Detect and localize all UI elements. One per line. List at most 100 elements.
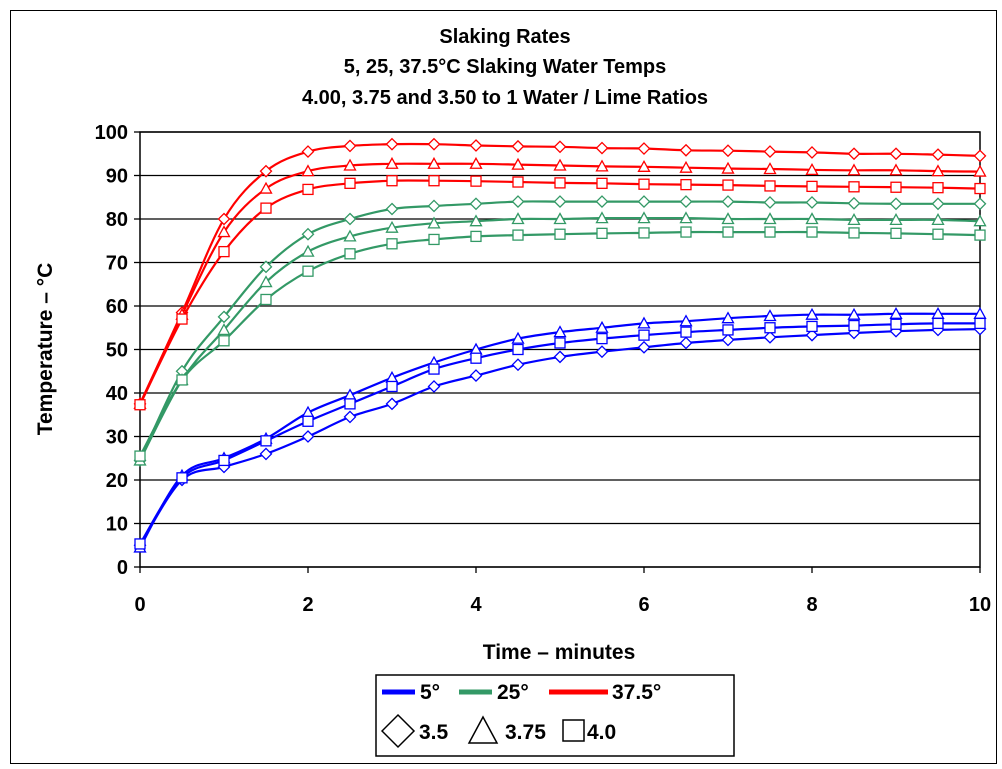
data-point-square — [932, 317, 944, 330]
data-point-diamond — [511, 358, 525, 372]
data-point-square — [260, 202, 272, 214]
data-point-square — [554, 337, 566, 349]
legend-diamond-icon — [380, 713, 416, 749]
y-tick-label: 60 — [106, 296, 128, 318]
data-point-triangle — [217, 225, 231, 238]
data-point-diamond — [679, 195, 693, 209]
series-25c-ratio-3-75 — [133, 211, 987, 466]
data-point-square — [512, 176, 524, 188]
data-point-square — [260, 293, 272, 306]
data-point-square — [890, 227, 902, 240]
y-tick-label: 90 — [106, 166, 128, 188]
series-line — [138, 142, 981, 405]
data-point-square — [344, 398, 356, 410]
data-point-triangle — [889, 163, 903, 176]
x-tick-label: 0 — [134, 594, 145, 616]
legend-label-4-0: 4.0 — [587, 721, 616, 744]
data-point-triangle — [805, 162, 819, 175]
data-point-square — [932, 228, 944, 240]
data-point-diamond — [217, 310, 231, 324]
data-point-square — [512, 229, 524, 241]
data-point-triangle — [679, 314, 693, 327]
data-point-square — [386, 380, 398, 393]
series-25c-ratio-3-5 — [133, 195, 987, 467]
data-point-diamond — [721, 333, 735, 347]
data-point-square — [974, 317, 986, 330]
y-tick-label: 40 — [106, 383, 128, 405]
series-layer — [133, 137, 987, 553]
data-point-diamond — [931, 197, 945, 211]
data-point-square — [512, 343, 524, 356]
data-point-diamond — [805, 196, 819, 209]
data-point-triangle — [259, 181, 273, 194]
data-point-square — [848, 181, 860, 193]
data-point-triangle — [721, 311, 735, 324]
legend-label-3-5: 3.5 — [419, 721, 449, 744]
data-point-square — [554, 228, 566, 240]
data-point-square — [470, 352, 482, 364]
data-point-triangle — [595, 159, 609, 172]
x-axis-label: Time – minutes — [483, 641, 636, 664]
data-point-square — [344, 248, 356, 260]
legend-label-25: 25° — [497, 681, 529, 704]
data-point-square — [764, 180, 776, 192]
data-point-diamond — [889, 147, 903, 161]
data-point-square — [890, 181, 902, 193]
data-point-triangle — [301, 405, 315, 418]
data-point-square — [596, 227, 608, 240]
data-point-square — [638, 329, 650, 341]
data-point-square — [764, 322, 776, 334]
y-tick-labels: 0 10 20 30 40 50 60 70 80 90 100 — [95, 122, 128, 579]
data-point-diamond — [427, 199, 441, 213]
y-tick-label: 30 — [106, 427, 128, 449]
y-tick-label: 70 — [106, 253, 128, 275]
data-point-triangle — [469, 156, 483, 169]
legend: 5° 25° 37.5° 3.5 3.75 4.0 — [375, 674, 735, 757]
data-point-diamond — [637, 142, 651, 155]
x-tick-labels: 0 2 4 6 8 10 — [134, 594, 991, 616]
data-point-triangle — [931, 213, 945, 226]
data-point-diamond — [679, 143, 693, 157]
data-point-square — [680, 178, 692, 191]
data-point-triangle — [973, 164, 987, 177]
data-point-triangle — [889, 213, 903, 226]
series-37-5c-ratio-4-0 — [134, 175, 986, 411]
data-point-diamond — [343, 139, 357, 153]
data-point-square — [302, 415, 314, 427]
data-point-diamond — [847, 147, 861, 161]
data-point-square — [680, 226, 692, 238]
data-point-triangle — [889, 306, 903, 319]
data-point-diamond — [301, 430, 315, 443]
data-point-diamond — [847, 196, 861, 210]
data-point-diamond — [595, 195, 609, 209]
data-point-diamond — [301, 227, 315, 241]
data-point-square — [218, 245, 230, 258]
data-point-square — [176, 472, 188, 484]
data-point-square — [218, 335, 230, 347]
series-25c-ratio-4-0 — [134, 226, 986, 462]
data-point-diamond — [595, 141, 609, 155]
data-point-diamond — [469, 139, 483, 152]
data-point-triangle — [427, 156, 441, 169]
data-point-diamond — [805, 146, 819, 159]
data-point-triangle — [637, 211, 651, 224]
data-point-triangle — [343, 229, 357, 242]
data-point-diamond — [511, 139, 525, 153]
y-tick-label: 100 — [95, 122, 128, 144]
data-point-diamond — [721, 144, 735, 158]
data-point-square — [806, 320, 818, 333]
data-point-square — [806, 226, 818, 238]
data-point-square — [890, 318, 902, 330]
data-point-square — [302, 265, 314, 277]
data-point-triangle — [637, 159, 651, 172]
data-point-diamond — [805, 328, 819, 342]
legend-square-icon — [562, 719, 585, 742]
data-point-diamond — [343, 410, 357, 424]
chart-title-line-2: 5, 25, 37.5°C Slaking Water Temps — [344, 56, 667, 78]
data-point-square — [428, 233, 440, 246]
data-point-triangle — [679, 211, 693, 224]
data-point-diamond — [427, 380, 441, 393]
data-point-triangle — [301, 244, 315, 257]
data-point-square — [596, 332, 608, 345]
data-point-diamond — [595, 345, 609, 359]
